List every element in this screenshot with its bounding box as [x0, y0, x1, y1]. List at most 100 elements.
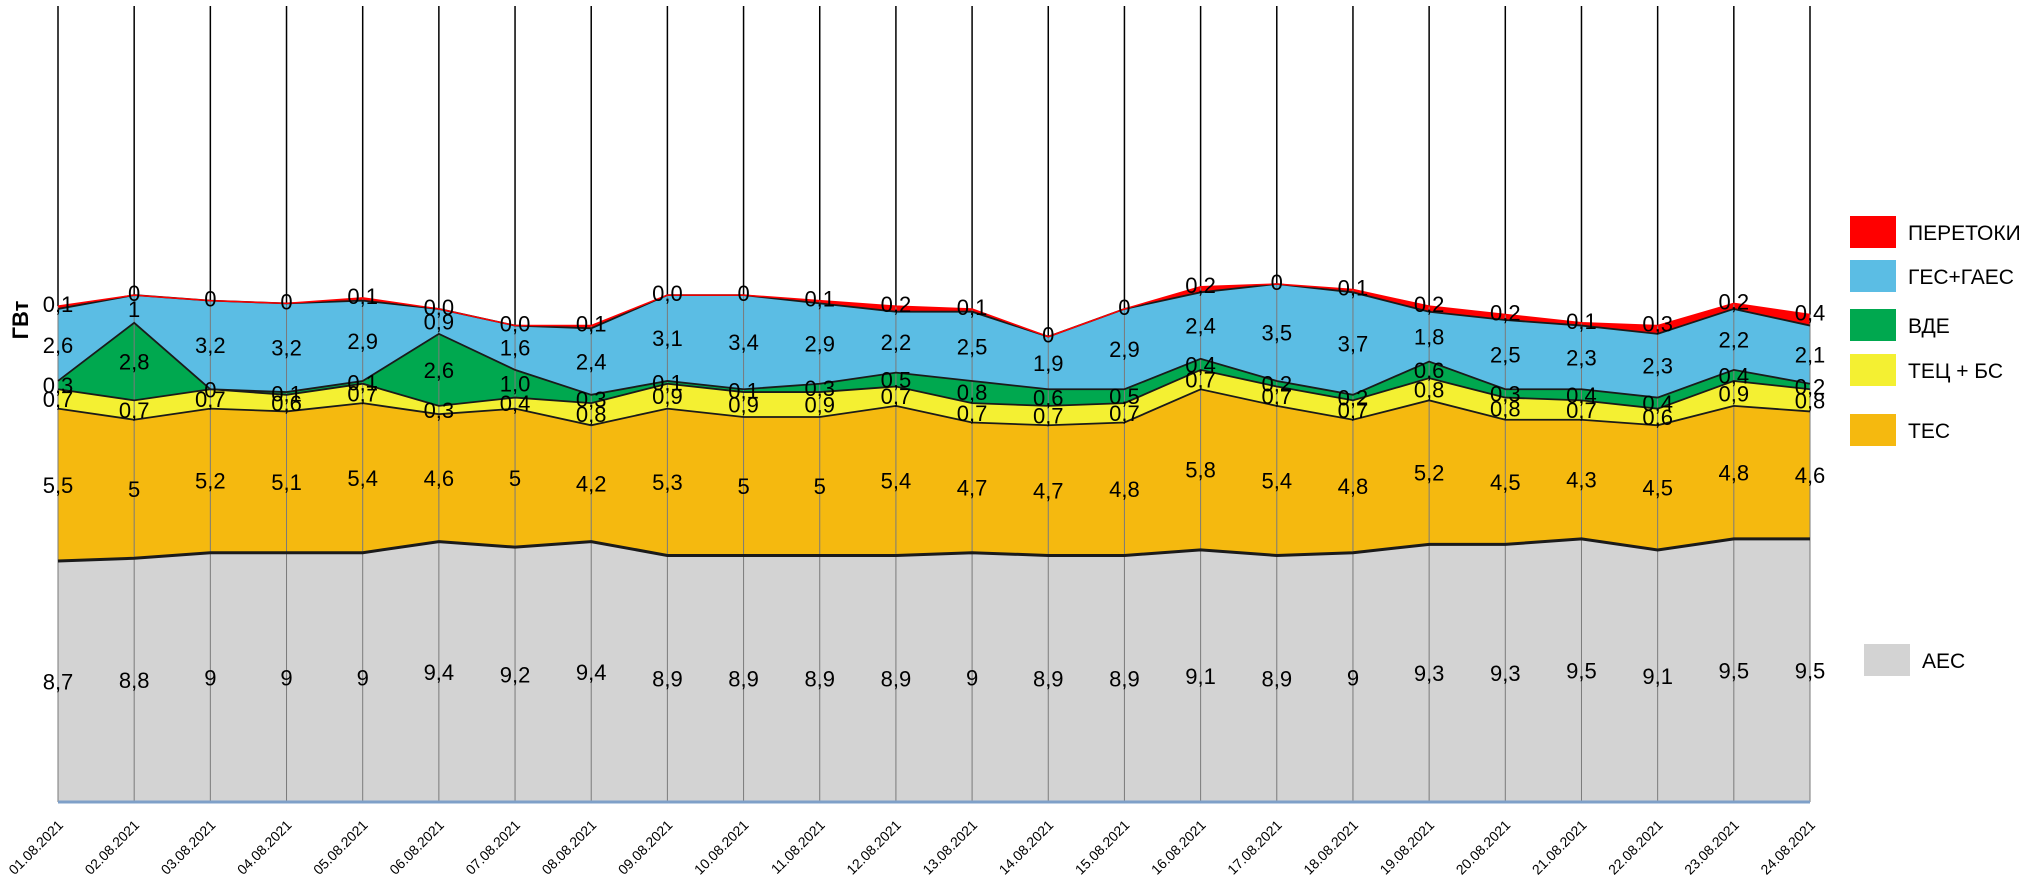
data-label: 5,4: [1261, 469, 1292, 494]
data-label: 0: [128, 281, 140, 306]
legend-label: ПЕРЕТОКИ: [1908, 222, 2021, 245]
x-tick-label: 16.08.2021: [1148, 817, 1209, 878]
x-tick-label: 12.08.2021: [843, 817, 904, 878]
data-label: 2,1: [1795, 343, 1826, 368]
data-labels: 8,7 8,8 9 9 9 9,4 9,2 9,4 8,9 8,9 8,9 8,9 9 8,9 8,9 9,1…: [43, 270, 1826, 694]
x-tick-label: 01.08.2021: [5, 817, 66, 878]
data-label: 0,4: [1795, 300, 1826, 325]
data-label: 4,7: [1033, 478, 1064, 503]
data-label: 0,1: [957, 295, 988, 320]
data-label: 9,1: [1185, 664, 1216, 689]
data-label: 4,5: [1642, 476, 1673, 501]
data-label: 5: [509, 466, 521, 491]
data-label: 0,6: [1642, 405, 1673, 430]
data-label: 4,8: [1719, 460, 1750, 485]
x-tick-label: 05.08.2021: [310, 817, 371, 878]
data-label: 2,3: [1566, 345, 1597, 370]
x-tick-label: 20.08.2021: [1453, 817, 1514, 878]
x-tick-label: 15.08.2021: [1072, 817, 1133, 878]
data-label: 2,3: [1642, 354, 1673, 379]
data-label: 4,2: [576, 471, 607, 496]
legend-swatch: [1850, 260, 1896, 292]
data-label: 5,5: [43, 473, 74, 498]
data-label: 8,8: [119, 668, 150, 693]
x-tick-label: 23.08.2021: [1681, 817, 1742, 878]
x-tick-label: 09.08.2021: [615, 817, 676, 878]
data-label: 4,6: [1795, 463, 1826, 488]
data-label: 9,4: [424, 660, 455, 685]
data-label: 0,0: [652, 281, 683, 306]
data-label: 2,6: [424, 358, 455, 383]
data-label: 0,7: [1109, 401, 1140, 426]
data-label: 0,8: [957, 380, 988, 405]
data-label: 3,7: [1338, 332, 1369, 357]
data-label: 8,7: [43, 670, 74, 695]
data-label: 0,3: [43, 373, 74, 398]
data-label: 0,9: [652, 384, 683, 409]
legend-label: ВДЕ: [1908, 315, 1950, 338]
data-label: 0,6: [271, 391, 302, 416]
data-label: 0,9: [728, 393, 759, 418]
data-label: 0,2: [1795, 375, 1826, 400]
data-label: 5,4: [881, 469, 912, 494]
data-label: 9: [357, 665, 369, 690]
x-tick-labels: 01.08.2021 02.08.2021 03.08.2021 04.08.2021…: [5, 817, 1818, 878]
data-label: 0,1: [43, 292, 74, 317]
data-label: 9,1: [1642, 664, 1673, 689]
data-label: 1,8: [1414, 325, 1445, 350]
data-label: 0,1: [271, 381, 302, 406]
x-tick-label: 22.08.2021: [1605, 817, 1666, 878]
data-label: 3,4: [728, 330, 759, 355]
data-label: 3,1: [652, 326, 683, 351]
data-label: 0,1: [804, 287, 835, 312]
series-4-area: [58, 284, 1810, 398]
x-tick-label: 02.08.2021: [81, 817, 142, 878]
data-label: 0,7: [1033, 404, 1064, 429]
data-label: 0,7: [1338, 398, 1369, 423]
data-label: 0,4: [1185, 352, 1216, 377]
data-label: 0,4: [1719, 363, 1750, 388]
data-label: 0,4: [1566, 383, 1597, 408]
data-label: 2,5: [1490, 343, 1521, 368]
data-label: 2,2: [1719, 327, 1750, 352]
x-tick-label: 10.08.2021: [691, 817, 752, 878]
legend-label: ТЕЦ + БС: [1908, 360, 2003, 383]
data-label: 5: [814, 474, 826, 499]
data-label: 0,3: [804, 376, 835, 401]
data-label: 9: [204, 665, 216, 690]
data-label: 1,0: [500, 372, 531, 397]
data-label: 8,9: [1261, 667, 1292, 692]
vertical-gridlines: [57, 6, 1811, 802]
data-label: 0,5: [1109, 384, 1140, 409]
data-label: 0: [204, 377, 216, 402]
legend-swatch: [1850, 354, 1896, 386]
data-label: 2,9: [1109, 337, 1140, 362]
series-5-outline: [57, 283, 1811, 338]
data-label: 0,1: [576, 312, 607, 337]
x-tick-label: 21.08.2021: [1529, 817, 1590, 878]
data-label: 5,3: [652, 470, 683, 495]
data-label: 0,7: [957, 401, 988, 426]
data-label: 5,1: [271, 470, 302, 495]
chart-areas: [58, 284, 1810, 802]
data-label: 2,5: [957, 334, 988, 359]
data-label: 0,1: [1338, 276, 1369, 301]
data-label: 2,6: [43, 333, 74, 358]
data-label: 0,8: [1414, 377, 1445, 402]
data-label: 8,9: [1033, 667, 1064, 692]
data-label: 5,4: [347, 466, 378, 491]
data-label: 8,9: [881, 667, 912, 692]
x-tick-label: 07.08.2021: [462, 817, 523, 878]
data-label: 0: [1271, 270, 1283, 295]
data-label: 5,2: [195, 469, 226, 494]
data-label: 9: [1347, 665, 1359, 690]
data-label: 0,0: [500, 312, 531, 337]
x-tick-label: 03.08.2021: [158, 817, 219, 878]
data-label: 2,8: [119, 350, 150, 375]
data-label: 0,2: [1490, 300, 1521, 325]
data-label: 9,5: [1719, 658, 1750, 683]
data-label: 4,8: [1338, 474, 1369, 499]
data-label: 4,7: [957, 476, 988, 501]
data-label: 9,5: [1795, 658, 1826, 683]
